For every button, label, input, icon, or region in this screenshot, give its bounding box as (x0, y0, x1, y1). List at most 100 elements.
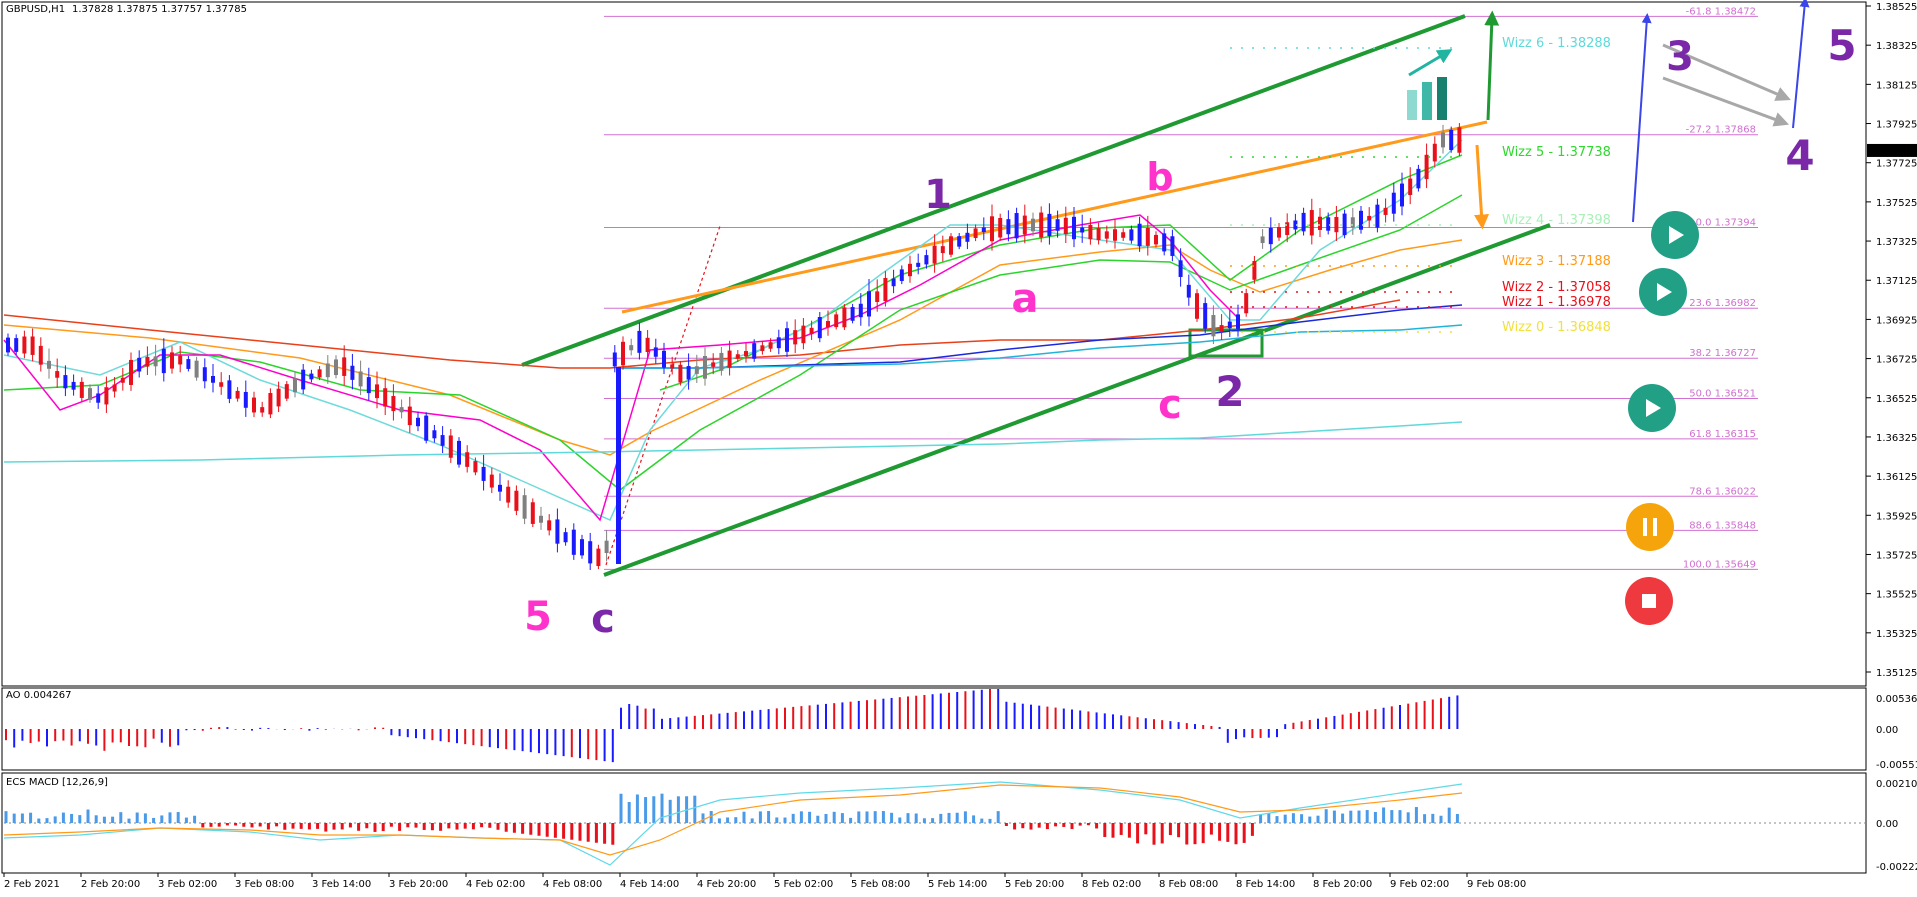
candle-body (448, 435, 453, 458)
candle-body (129, 359, 133, 385)
candle-body (498, 484, 502, 492)
price-tick-label: 1.36525 (1876, 394, 1917, 405)
time-tick-label: 4 Feb 08:00 (543, 879, 602, 890)
current-price-box (1867, 143, 1917, 157)
channel-lower-line (603, 223, 1551, 577)
orange-down-arrow (1474, 144, 1489, 230)
candle-body (694, 366, 699, 374)
candle-body (916, 262, 921, 267)
candle-body (1104, 231, 1109, 239)
candle-body (719, 352, 724, 371)
candle-body (678, 364, 683, 383)
price-tick-label: 1.35325 (1876, 629, 1917, 640)
candle-body (1408, 178, 1413, 196)
candle-body (1055, 219, 1060, 231)
resistance-orange-line (621, 120, 1488, 314)
candle-body (1203, 303, 1208, 329)
candle-body (481, 466, 486, 481)
price-tick-label: 1.37925 (1876, 120, 1917, 131)
bars-icon-bar (1422, 82, 1432, 120)
moving-averages (3, 139, 1463, 522)
fib-level-label: 78.6 1.36022 (1689, 486, 1756, 497)
candle-body (383, 388, 388, 407)
candle-body (178, 355, 183, 365)
candle-body (1309, 210, 1314, 236)
candle-body (104, 387, 109, 405)
candle-body (616, 367, 621, 564)
time-tick-label: 3 Feb 08:00 (235, 879, 294, 890)
candle-body (793, 330, 798, 345)
candle-body (1178, 260, 1183, 277)
candle-body (424, 415, 429, 441)
candle-body (407, 406, 412, 426)
moving-average-line (620, 324, 1463, 369)
price-tick-label: 1.36925 (1876, 315, 1917, 326)
chart-header-symbol: GBPUSD,H1 (6, 4, 65, 15)
candle-body (801, 325, 806, 344)
candle-body (760, 345, 765, 352)
candle-body (252, 397, 256, 413)
candle-body (1195, 293, 1199, 319)
candle-body (949, 236, 953, 255)
candle-body (998, 217, 1003, 238)
price-tick-label: 1.36125 (1876, 472, 1917, 483)
play-icon (1657, 283, 1672, 301)
play-icon (1646, 399, 1661, 417)
candle-body (1227, 321, 1232, 329)
candle-body (596, 548, 601, 567)
pause-icon (1653, 518, 1657, 536)
price-tick-label: 1.37125 (1876, 276, 1917, 287)
candle-body (752, 343, 757, 359)
time-tick-label: 5 Feb 14:00 (928, 879, 987, 890)
candle-body (47, 360, 51, 369)
candle-body (1088, 224, 1093, 240)
trend-channel (521, 14, 1551, 577)
candle-body (932, 245, 937, 264)
channel-upper-line (521, 14, 1466, 367)
stop-icon (1642, 594, 1656, 608)
wizz-level-label: Wizz 6 - 1.38288 (1502, 36, 1611, 51)
play-icon (1669, 226, 1684, 244)
wizz-level-label: Wizz 2 - 1.37058 (1502, 280, 1611, 295)
candle-body (612, 352, 617, 367)
candle-body (161, 348, 166, 374)
candle-body (1342, 213, 1347, 236)
signal-buttons[interactable] (1625, 211, 1699, 625)
candle-body (235, 390, 240, 399)
candle-body (834, 314, 839, 328)
fib-level-label: 0.0 1.37394 (1696, 218, 1756, 229)
time-tick-label: 8 Feb 14:00 (1236, 879, 1295, 890)
ao-tick-label: 0.00 (1876, 725, 1898, 736)
moving-average-line (3, 421, 1463, 463)
blue-up-arrow-right (1792, 0, 1810, 129)
price-tick-label: 1.38125 (1876, 80, 1917, 91)
candle-body (867, 291, 871, 317)
pause-signal-button[interactable] (1626, 503, 1674, 551)
fib-level-label: 23.6 1.36982 (1689, 298, 1756, 309)
candles (6, 123, 1462, 571)
candle-body (473, 461, 478, 473)
candle-body (1113, 229, 1117, 241)
candle-body (1432, 143, 1437, 162)
candle-body (768, 342, 773, 349)
candle-body (1170, 236, 1175, 256)
candle-body (1047, 213, 1052, 237)
wizz-level-label: Wizz 4 - 1.37398 (1502, 213, 1611, 228)
time-tick-label: 5 Feb 08:00 (851, 879, 910, 890)
candle-body (809, 327, 814, 335)
candle-body (973, 228, 978, 238)
time-tick-label: 9 Feb 08:00 (1467, 879, 1526, 890)
candle-body (1375, 204, 1380, 228)
candle-body (465, 452, 470, 467)
candle-body (309, 373, 314, 380)
candle-body (342, 357, 347, 376)
candle-body (1318, 216, 1322, 230)
candle-body (580, 539, 584, 556)
candle-body (1219, 325, 1224, 332)
candle-body (555, 519, 560, 544)
candle-body (30, 336, 35, 355)
candle-body (924, 255, 929, 265)
